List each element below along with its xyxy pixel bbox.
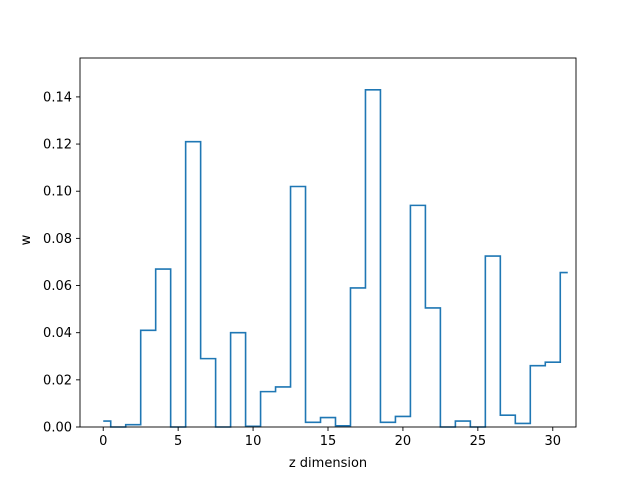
y-tick-label: 0.00 — [43, 421, 72, 436]
x-tick-label: 15 — [320, 434, 337, 449]
x-tick-label: 0 — [99, 434, 107, 449]
x-tick-label: 5 — [174, 434, 182, 449]
x-tick-label: 30 — [545, 434, 562, 449]
y-tick-label: 0.10 — [43, 185, 72, 200]
y-tick-label: 0.02 — [43, 373, 72, 388]
y-tick-label: 0.04 — [43, 326, 72, 341]
x-tick-label: 25 — [470, 434, 487, 449]
x-axis-label: z dimension — [289, 456, 367, 471]
y-tick-label: 0.06 — [43, 279, 72, 294]
y-tick-label: 0.08 — [43, 232, 72, 247]
y-tick-label: 0.14 — [43, 90, 72, 105]
x-tick-label: 20 — [395, 434, 412, 449]
x-tick-label: 10 — [245, 434, 262, 449]
y-axis-label: w — [19, 234, 34, 245]
y-axis-ticks: 0.00 0.02 0.04 0.06 0.08 0.10 0.12 0.14 — [43, 90, 80, 436]
x-axis-ticks: 0 5 10 15 20 25 30 — [99, 427, 561, 449]
y-tick-label: 0.12 — [43, 138, 72, 153]
